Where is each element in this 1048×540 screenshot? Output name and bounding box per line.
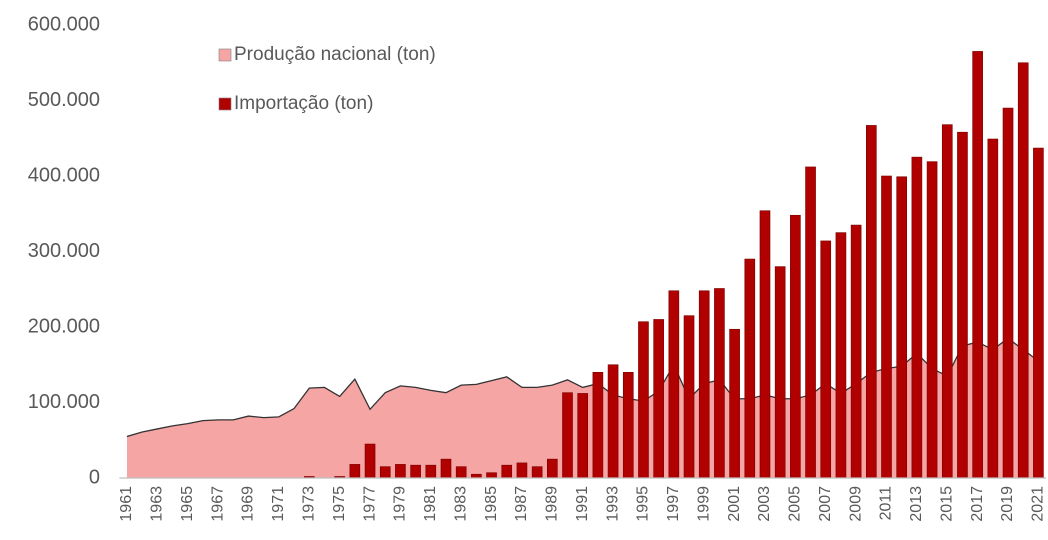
- bar: [577, 393, 589, 479]
- bar: [607, 364, 619, 479]
- bar: [972, 51, 983, 479]
- bar: [622, 371, 634, 479]
- bar: [790, 214, 801, 479]
- bar: [531, 466, 543, 479]
- y-tick-label: 100.000: [28, 391, 100, 413]
- bar: [486, 472, 497, 479]
- bar: [501, 464, 513, 479]
- x-tick-label: 2019: [999, 486, 1016, 522]
- bar: [714, 288, 725, 479]
- x-tick-label: 1993: [604, 486, 621, 522]
- x-tick-label: 1979: [392, 486, 409, 522]
- x-tick-label: 2017: [969, 486, 986, 522]
- bar: [866, 125, 877, 479]
- x-tick-label: 1975: [331, 486, 348, 522]
- bar: [926, 161, 938, 479]
- bar: [881, 175, 892, 479]
- bar: [516, 462, 528, 479]
- bar: [1017, 62, 1029, 479]
- x-tick-label: 2015: [938, 486, 955, 522]
- bar: [941, 124, 953, 479]
- y-tick-label: 300.000: [28, 240, 100, 262]
- bar: [638, 321, 649, 479]
- legend-label: Importação (ton): [234, 93, 373, 114]
- x-tick-label: 2009: [847, 486, 864, 522]
- bar: [395, 464, 406, 479]
- bar: [805, 166, 816, 479]
- x-tick-label: 2003: [756, 486, 773, 522]
- bar: [440, 458, 452, 479]
- legend-swatch: [218, 97, 232, 111]
- x-tick-label: 1967: [209, 486, 226, 522]
- x-tick-label: 1965: [179, 486, 196, 522]
- x-tick-label: 1961: [118, 486, 135, 522]
- x-tick-label: 1991: [574, 486, 591, 522]
- x-tick-label: 1969: [240, 486, 257, 522]
- x-tick-label: 1985: [483, 486, 500, 522]
- x-tick-label: 2005: [787, 486, 804, 522]
- bar: [911, 156, 923, 479]
- bar: [562, 392, 573, 479]
- bar: [683, 315, 695, 479]
- x-tick-label: 1995: [635, 486, 652, 522]
- bar: [425, 464, 437, 479]
- x-tick-label: 2007: [817, 486, 834, 522]
- x-tick-label: 1987: [513, 486, 530, 522]
- bar: [349, 464, 361, 479]
- y-tick-label: 200.000: [28, 315, 100, 337]
- y-tick-label: 600.000: [28, 13, 100, 35]
- bar: [668, 290, 680, 479]
- y-tick-label: 500.000: [28, 89, 100, 111]
- bar: [547, 458, 558, 479]
- x-tick-label: 1971: [270, 486, 287, 522]
- x-tick-label: 1999: [695, 486, 712, 522]
- bar: [820, 240, 832, 479]
- bar: [592, 371, 604, 479]
- x-tick-label: 2013: [908, 486, 925, 522]
- bar: [698, 290, 710, 479]
- bar: [987, 138, 999, 479]
- x-tick-label: 1977: [361, 486, 378, 522]
- bar: [896, 176, 908, 479]
- y-tick-label: 0: [89, 466, 100, 488]
- bar: [379, 466, 391, 479]
- bar: [1002, 107, 1014, 479]
- bar: [850, 224, 862, 479]
- x-tick-label: 1997: [665, 486, 682, 522]
- bar: [455, 466, 467, 479]
- x-tick-label: 1973: [300, 486, 317, 522]
- bar: [729, 328, 740, 479]
- bar: [410, 464, 421, 479]
- x-tick-label: 2021: [1030, 486, 1047, 522]
- bar: [364, 443, 376, 479]
- bar: [835, 232, 847, 479]
- legend-swatch: [218, 48, 232, 62]
- bar: [759, 210, 771, 479]
- bar: [744, 258, 756, 479]
- bar: [1033, 147, 1044, 479]
- x-tick-label: 1963: [149, 486, 166, 522]
- bar: [653, 319, 664, 479]
- x-tick-label: 1989: [544, 486, 561, 522]
- bar: [957, 131, 968, 479]
- bar: [774, 266, 786, 479]
- x-tick-label: 2011: [878, 486, 895, 521]
- x-tick-label: 1983: [452, 486, 469, 522]
- x-tick-label: 2001: [726, 486, 743, 522]
- y-tick-label: 400.000: [28, 164, 100, 186]
- x-tick-label: 1981: [422, 486, 439, 522]
- legend-label: Produção nacional (ton): [234, 44, 436, 65]
